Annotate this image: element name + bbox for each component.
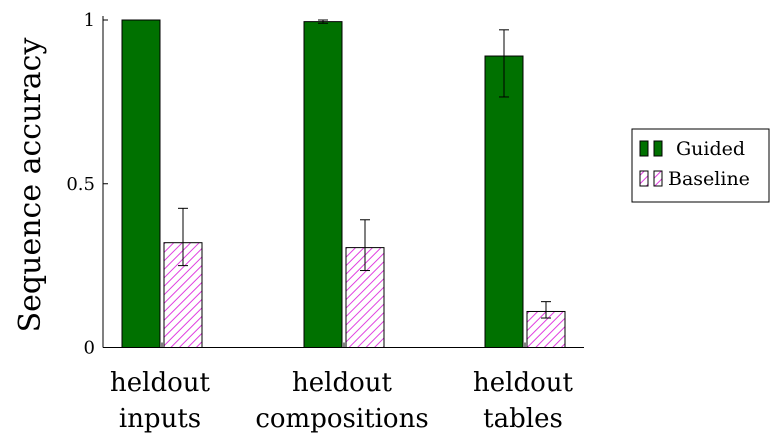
x-tick-label: heldout bbox=[110, 368, 210, 398]
y-axis-label: Sequence accuracy bbox=[13, 38, 48, 333]
legend-swatch bbox=[639, 170, 649, 187]
bar-guided bbox=[484, 55, 524, 349]
y-tick-label: 0 bbox=[84, 338, 95, 359]
x-tick-label: compositions bbox=[255, 404, 428, 434]
legend-label: Guided bbox=[676, 138, 745, 160]
legend-swatch bbox=[653, 140, 663, 157]
x-tick-label: heldout bbox=[473, 368, 573, 398]
legend: Guided Baseline bbox=[631, 128, 770, 203]
x-tick-label: inputs bbox=[119, 404, 201, 434]
bar-guided bbox=[121, 19, 161, 348]
legend-swatch bbox=[639, 140, 649, 157]
legend-swatch bbox=[653, 170, 663, 187]
plot-area: 0 0.5 1 heldout inputs heldout compositions hel… bbox=[66, 10, 584, 434]
x-tick-label: tables bbox=[483, 404, 563, 434]
y-tick-label: 1 bbox=[84, 10, 95, 31]
y-tick-label: 0.5 bbox=[66, 174, 95, 195]
x-tick-label: heldout bbox=[292, 368, 392, 398]
legend-label: Baseline bbox=[668, 168, 750, 190]
bar-guided bbox=[303, 21, 343, 348]
